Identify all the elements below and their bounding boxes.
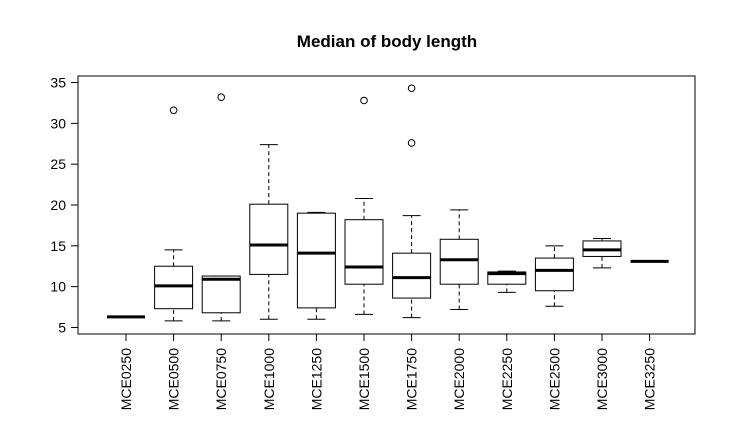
y-tick-label: 15 — [50, 238, 66, 254]
y-tick-label: 5 — [58, 319, 66, 335]
outlier-point — [407, 84, 416, 93]
iqr-box — [296, 212, 336, 309]
box-group — [534, 245, 574, 307]
x-tick-label: MCE1250 — [308, 348, 324, 410]
iqr-box — [201, 275, 241, 314]
x-tick-label: MCE1000 — [261, 348, 277, 410]
iqr-box — [439, 238, 479, 285]
x-tick-label: MCE1500 — [356, 348, 372, 410]
x-tick-label: MCE3000 — [594, 348, 610, 410]
y-tick-label: 35 — [50, 75, 66, 91]
outlier-point — [407, 139, 416, 147]
outlier-point — [169, 106, 178, 115]
y-tick-label: 25 — [50, 156, 66, 172]
box-group — [487, 270, 527, 293]
x-tick-label: MCE1750 — [404, 348, 420, 410]
box-group — [249, 144, 289, 320]
x-tick-label: MCE0500 — [166, 348, 182, 410]
box-group — [296, 211, 336, 320]
box-group — [344, 96, 384, 315]
x-tick-label: MCE0750 — [213, 348, 229, 410]
iqr-box — [344, 219, 384, 285]
iqr-box — [249, 203, 289, 275]
x-tick-label: MCE2500 — [546, 348, 562, 410]
iqr-box — [154, 265, 194, 310]
box-group — [582, 237, 622, 269]
x-tick-label: MCE2000 — [451, 348, 467, 410]
x-tick-label: MCE3250 — [642, 348, 658, 410]
chart-title: Median of body length — [297, 32, 477, 51]
box-group — [154, 106, 194, 322]
y-axis: 5 10 15 20 25 30 35 — [50, 75, 79, 335]
outlier-point — [217, 93, 225, 102]
y-tick-label: 20 — [50, 197, 66, 213]
iqr-box — [392, 252, 432, 299]
box-group — [201, 93, 241, 322]
x-axis: MCE0250 MCE0500 MCE0750 MCE1000 MCE1250 MCE15… — [118, 333, 658, 410]
y-tick-label: 10 — [50, 279, 66, 295]
x-tick-label: MCE2250 — [499, 348, 515, 410]
boxes-layer — [107, 84, 669, 322]
iqr-box — [534, 257, 574, 292]
box-group — [392, 84, 432, 319]
x-tick-label: MCE0250 — [118, 348, 134, 410]
outlier-point — [360, 96, 368, 105]
box-group — [439, 209, 479, 311]
y-tick-label: 30 — [50, 115, 66, 131]
